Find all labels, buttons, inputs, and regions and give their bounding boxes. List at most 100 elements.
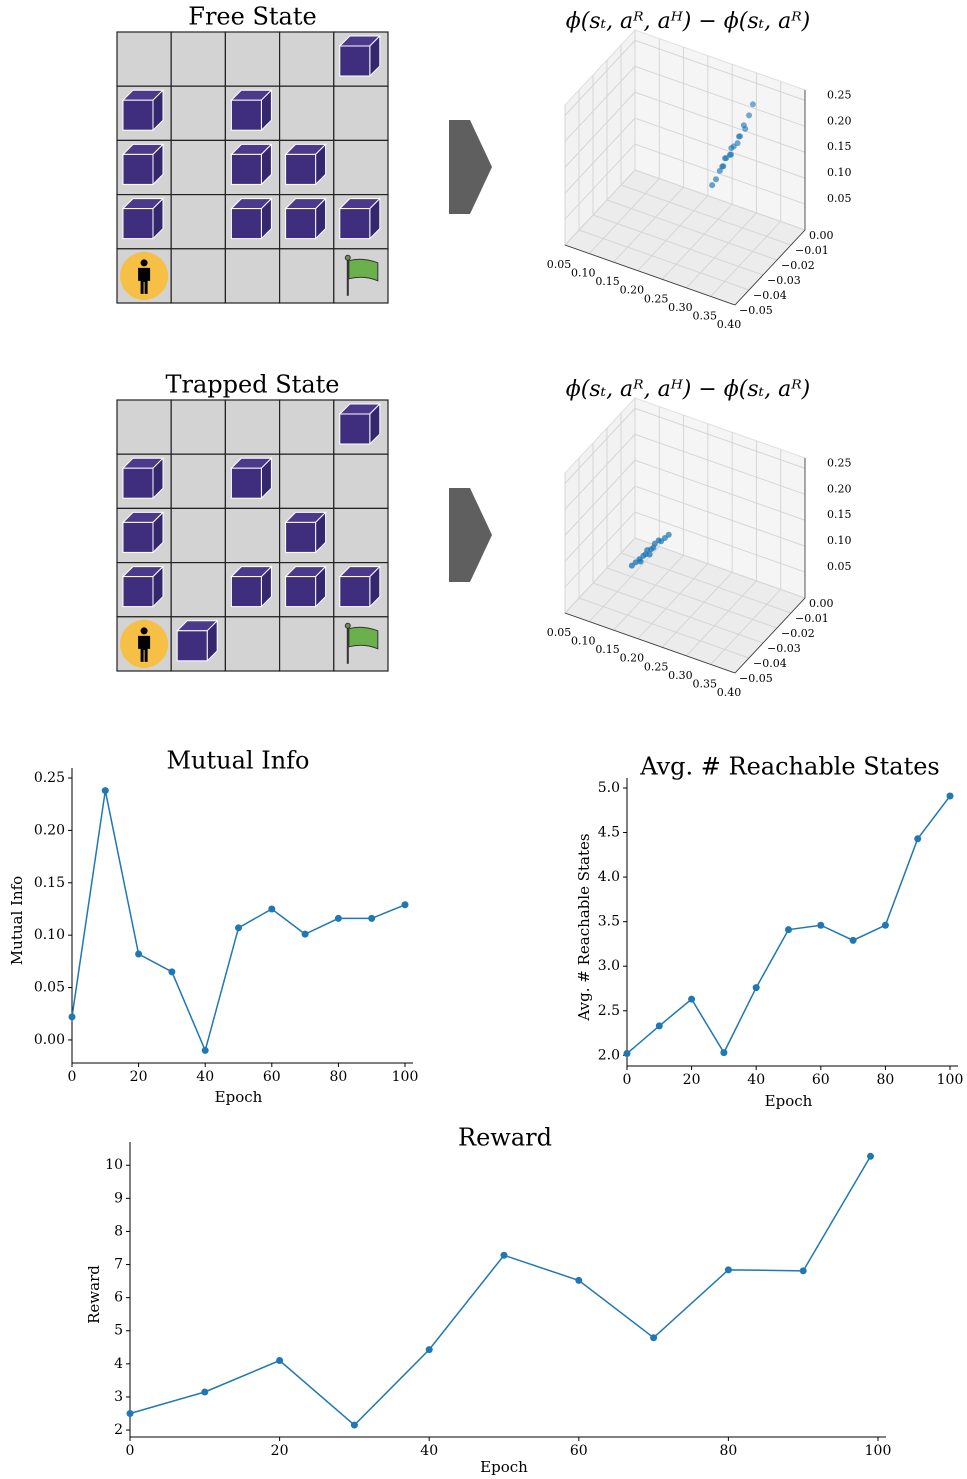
grid-line: [661, 571, 733, 648]
point: [301, 930, 309, 938]
y-tick-label: 3: [114, 1389, 123, 1405]
box-front: [230, 576, 262, 608]
point: [752, 984, 760, 992]
y-tick-label: 5: [114, 1323, 123, 1339]
box-front: [339, 576, 371, 608]
box-front: [285, 521, 317, 553]
point: [720, 1049, 728, 1057]
axis-line: [734, 597, 806, 674]
z-tick-label: 0.20: [827, 482, 852, 495]
box-front: [339, 208, 371, 240]
grid-line: [606, 199, 778, 261]
x-tick-label: 80: [876, 1072, 894, 1088]
arrow: [449, 488, 492, 582]
axis-line: [734, 229, 806, 306]
chart-title: ϕ(sₜ, aᴿ, aᴴ) − ϕ(sₜ, aᴿ): [566, 377, 810, 402]
z-tick-label: 0.10: [827, 166, 852, 179]
grid-line: [606, 567, 778, 629]
point: [946, 792, 954, 800]
y-tick-label: 6: [114, 1290, 123, 1306]
point: [101, 787, 109, 795]
y-tick-label: 0.00: [34, 1032, 65, 1048]
point: [655, 1022, 663, 1030]
person-head: [140, 627, 148, 635]
x-tick-label: 0.15: [595, 643, 620, 656]
y-axis-label: Mutual Info: [8, 876, 26, 965]
cell: [170, 194, 226, 250]
x-tick-label: 0.10: [571, 267, 596, 280]
grid-line: [564, 117, 636, 194]
grid-line: [634, 39, 806, 101]
box-front: [339, 413, 371, 445]
cell: [170, 31, 226, 87]
point: [623, 1050, 631, 1058]
grid-line: [634, 169, 806, 231]
grid-line: [564, 433, 636, 510]
point: [401, 901, 409, 909]
y-tick-label: −0.02: [781, 627, 815, 640]
flag-knob: [344, 622, 351, 629]
z-tick-label: 0.05: [827, 560, 852, 573]
grid-line: [634, 433, 806, 495]
cell: [116, 31, 172, 87]
chart-title: Mutual Info: [166, 747, 309, 775]
point: [68, 1013, 76, 1021]
y-axis-label: Avg. # Reachable States: [575, 833, 593, 1021]
axis-line: [564, 244, 736, 306]
z-tick-label: 0.15: [827, 140, 852, 153]
cell: [224, 616, 281, 672]
y-tick-label: 0.05: [34, 980, 65, 996]
x-tick-label: 0.15: [595, 275, 620, 288]
y-tick-label: −0.01: [795, 612, 829, 625]
point: [914, 835, 922, 843]
grid-line: [634, 459, 806, 521]
y-tick-label: 10: [105, 1157, 123, 1173]
x-tick-label: 0.20: [620, 284, 645, 297]
x-tick-label: 80: [329, 1069, 347, 1085]
cell: [170, 507, 226, 564]
y-tick-label: 2: [114, 1422, 123, 1438]
person-body: [138, 267, 151, 294]
grid-line: [592, 582, 764, 644]
cell: [333, 453, 389, 510]
x-tick-label: 60: [263, 1069, 281, 1085]
point: [727, 151, 734, 158]
point: [737, 133, 743, 140]
x-tick-label: 20: [130, 1069, 148, 1085]
y-tick-label: 9: [114, 1190, 123, 1206]
flag: [348, 258, 379, 282]
x-tick-label: 0.05: [547, 258, 572, 271]
grid-line: [710, 221, 782, 297]
grid-line: [564, 169, 636, 246]
box-front: [339, 45, 371, 77]
grid-line: [686, 580, 757, 657]
grid-line: [686, 212, 757, 289]
y-tick-label: 2.5: [598, 1003, 620, 1019]
y-tick-label: 3.5: [598, 914, 620, 930]
box-front: [122, 208, 154, 240]
x-tick-label: 0: [68, 1069, 77, 1085]
z-tick-label: 0.10: [827, 534, 852, 547]
arrow: [449, 120, 492, 214]
grid-line: [564, 537, 636, 614]
point: [867, 1152, 875, 1160]
point: [135, 950, 143, 958]
cell: [279, 453, 335, 510]
y-tick-label: 4.5: [598, 825, 620, 841]
x-tick-label: 0: [623, 1072, 632, 1088]
point: [334, 914, 342, 922]
cell: [279, 248, 335, 304]
grid-line: [564, 40, 636, 116]
z-tick-label: 0.25: [827, 456, 852, 469]
box-front: [122, 99, 154, 131]
point: [785, 926, 792, 934]
y-tick-label: 5.0: [598, 780, 620, 796]
point: [235, 924, 242, 932]
box-front: [230, 467, 262, 499]
y-tick-label: 4: [114, 1356, 123, 1372]
x-tick-label: 40: [420, 1443, 438, 1459]
point: [740, 122, 747, 129]
z-tick-label: 0.25: [827, 88, 852, 101]
box-front: [285, 208, 317, 240]
